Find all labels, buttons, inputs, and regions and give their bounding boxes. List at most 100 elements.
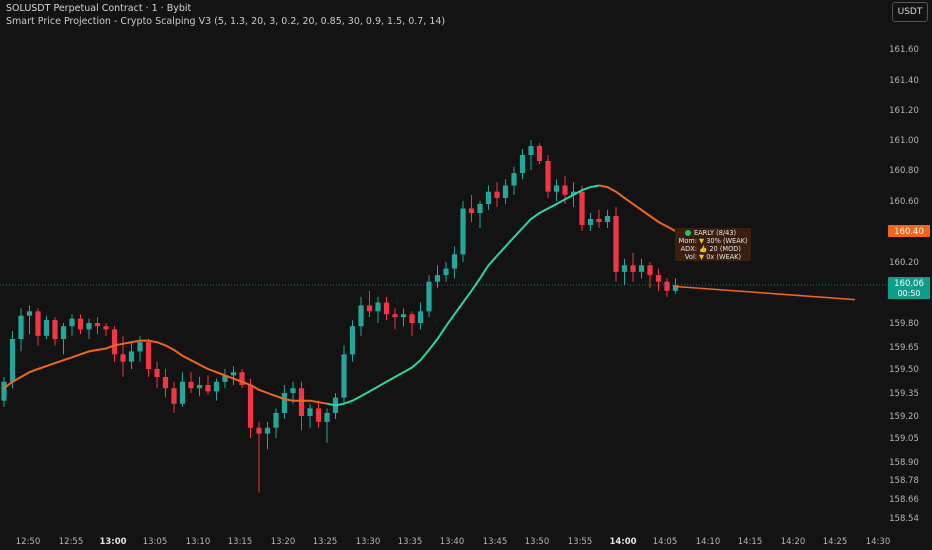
candle-up xyxy=(349,326,356,355)
currency-button[interactable]: USDT xyxy=(892,2,928,22)
time-tick-label: 13:15 xyxy=(228,537,253,547)
price-tick-label: 160.80 xyxy=(889,166,919,176)
candle-up xyxy=(443,268,449,276)
candle-up xyxy=(137,342,143,352)
time-tick-label: 14:20 xyxy=(781,537,806,547)
candle-down xyxy=(77,318,84,330)
green-dot-icon xyxy=(685,230,691,236)
candle-down xyxy=(366,305,373,312)
candle-up xyxy=(519,155,526,174)
candle-up xyxy=(196,385,203,389)
time-tick-label: 13:55 xyxy=(568,537,593,547)
candle-up xyxy=(86,323,92,330)
candle-down xyxy=(383,302,390,315)
price-tick-label: 159.50 xyxy=(889,365,919,375)
candle-down xyxy=(103,326,109,330)
tooltip-key: Mom: xyxy=(678,237,697,245)
triangle-down-icon: ▼ xyxy=(699,237,705,245)
candle-up xyxy=(281,393,288,413)
candle-down xyxy=(162,377,169,389)
tooltip-value: 20 (MOD) xyxy=(709,245,741,253)
current-price-text: 160.06 xyxy=(894,279,924,289)
candle-up xyxy=(273,412,279,428)
tooltip-status: EARLY (8/43) xyxy=(694,229,737,237)
candle-up xyxy=(9,339,16,382)
candle-down xyxy=(392,314,398,318)
candle-up xyxy=(230,372,237,376)
projection-line xyxy=(675,285,856,301)
candle-up xyxy=(426,281,432,312)
candle-down xyxy=(596,219,602,222)
time-tick-label: 14:05 xyxy=(653,537,678,547)
candle-up xyxy=(638,265,645,272)
time-axis: 12:50 12:55 13:00 13:05 13:10 13:15 13:20 13:25… xyxy=(16,537,891,547)
price-tick-label: 160.60 xyxy=(889,197,919,207)
candle-down xyxy=(188,381,194,389)
candle-up xyxy=(672,285,679,291)
candle-down xyxy=(664,281,670,291)
tooltip-status-row: EARLY (8/43) xyxy=(677,229,749,237)
candle-up xyxy=(69,318,75,327)
candle-up xyxy=(290,388,296,393)
candle-up xyxy=(1,381,7,401)
price-tick-label: 160.20 xyxy=(889,258,919,268)
candle-down xyxy=(494,191,500,198)
candle-up xyxy=(502,185,509,198)
ma-price-tag-text: 160.40 xyxy=(894,227,924,237)
candle-up xyxy=(434,275,441,282)
candle-down xyxy=(145,342,152,369)
candle-up xyxy=(485,191,492,204)
time-tick-label: 14:10 xyxy=(696,537,721,547)
time-tick-label: 12:50 xyxy=(16,537,41,547)
candle-down xyxy=(298,388,305,416)
candle-up xyxy=(528,146,534,155)
candle-up xyxy=(60,326,67,339)
candle-up xyxy=(264,427,271,434)
candle-down xyxy=(536,146,543,161)
candle-down xyxy=(409,314,415,323)
candle-down xyxy=(655,275,662,282)
candle-up xyxy=(511,173,517,186)
candle-up xyxy=(358,305,364,327)
tooltip-key: Vol: xyxy=(684,253,697,261)
candle-down xyxy=(315,408,322,422)
price-axis: 161.60 161.40 161.20 161.00 160.80 160.60 160.… xyxy=(886,0,932,550)
candle-down xyxy=(52,320,58,339)
time-tick-label: 13:20 xyxy=(271,537,296,547)
time-tick-label: 13:10 xyxy=(186,537,211,547)
candle-down xyxy=(562,185,568,195)
candle-up xyxy=(128,351,135,362)
time-tick-label: 14:25 xyxy=(823,537,848,547)
price-tick-label: 159.05 xyxy=(889,434,919,444)
triangle-down-icon: ▼ xyxy=(699,253,705,261)
time-tick-label: 13:25 xyxy=(313,537,338,547)
tooltip-value: 0x (WEAK) xyxy=(706,253,742,261)
candle-up xyxy=(553,185,560,192)
price-tick-label: 159.65 xyxy=(889,343,919,353)
current-price-tag xyxy=(888,277,930,299)
price-tick-label: 158.54 xyxy=(889,514,919,524)
candle-down xyxy=(468,208,475,213)
indicator-title[interactable]: Smart Price Projection - Crypto Scalping… xyxy=(6,16,446,27)
tooltip-key: ADX: xyxy=(680,245,697,253)
candle-up xyxy=(477,204,483,213)
thumbs-up-icon: 👍 xyxy=(699,245,708,253)
candle-down xyxy=(205,385,211,392)
candle-down xyxy=(579,191,585,225)
time-tick-label: 14:30 xyxy=(866,537,891,547)
time-tick-label: 12:55 xyxy=(59,537,84,547)
time-tick-label: 13:05 xyxy=(143,537,168,547)
candle-up xyxy=(341,354,347,398)
price-tick-label: 158.90 xyxy=(889,458,919,468)
price-tick-label: 161.40 xyxy=(889,76,919,86)
time-tick-label: 14:15 xyxy=(738,537,763,547)
candle-down xyxy=(256,427,262,434)
candle-up xyxy=(400,314,407,318)
candle-up xyxy=(460,208,466,255)
candle-up xyxy=(451,254,458,269)
candle-down xyxy=(239,372,245,385)
candle-down xyxy=(154,369,160,377)
candle-up xyxy=(324,412,330,422)
candle-up xyxy=(375,302,381,312)
